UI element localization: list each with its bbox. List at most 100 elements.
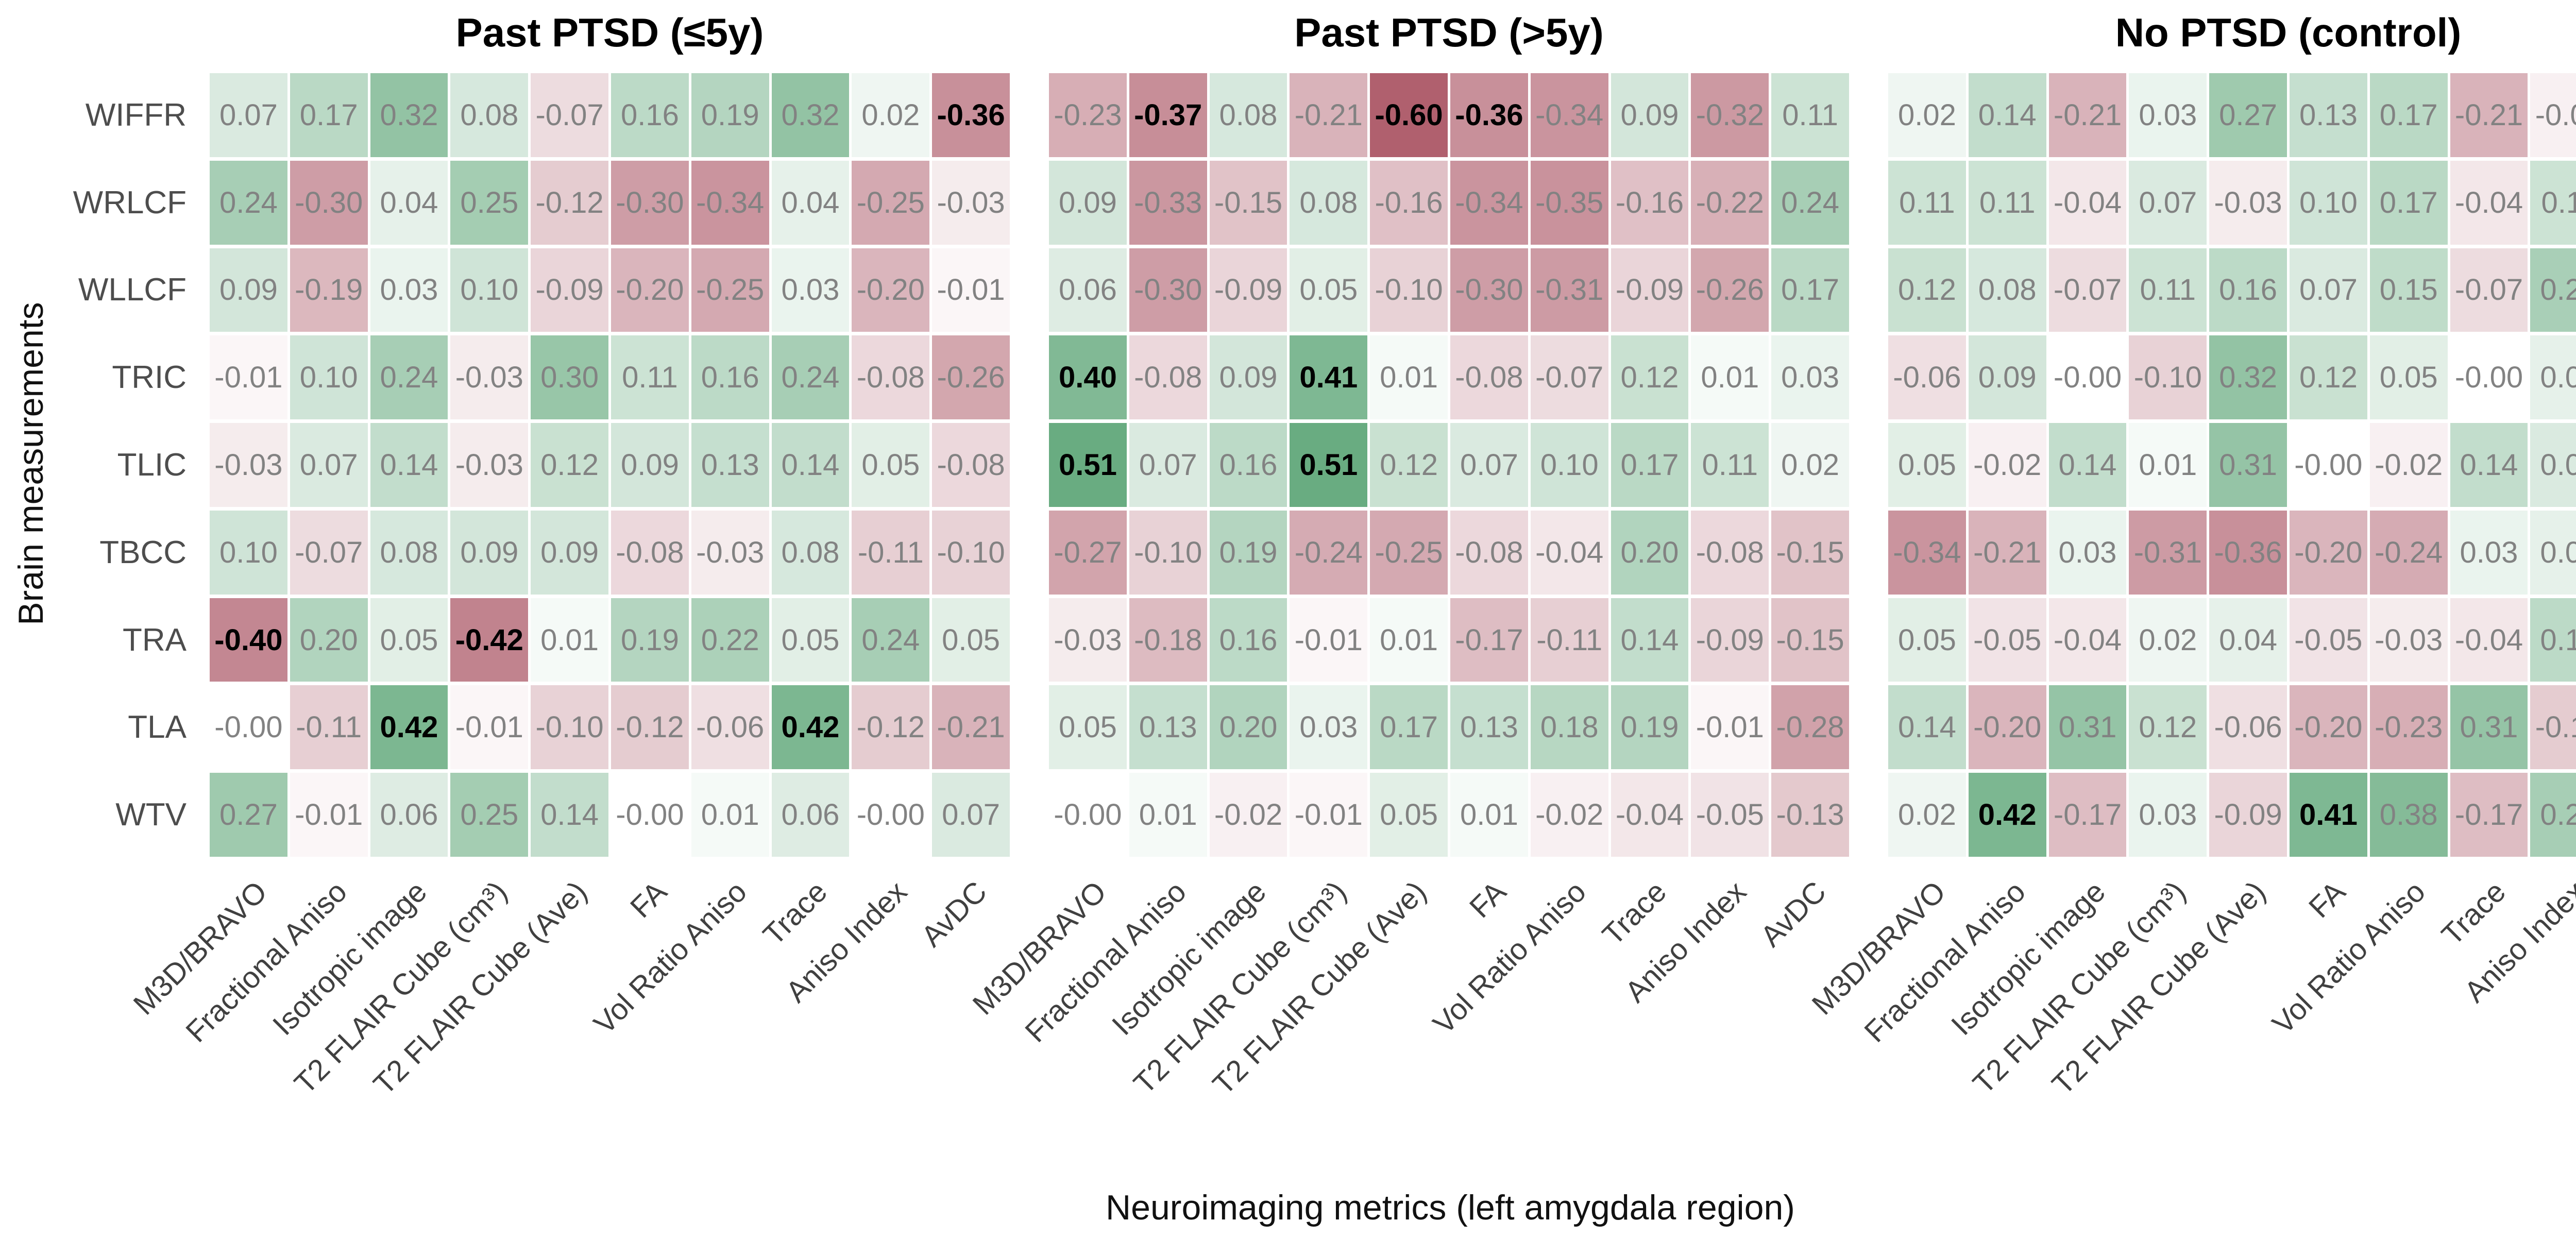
heatmap-cell: 0.20 [1209,685,1287,770]
heatmap-cell: 0.11 [1771,73,1849,157]
heatmap-grid: 0.020.14-0.210.030.270.130.17-0.21-0.02-… [1888,73,2576,857]
heatmap-cell: -0.20 [852,248,930,332]
heatmap-cell: -0.01 [1290,773,1368,857]
heatmap-cell: -0.11 [290,685,368,770]
heatmap-cell: 0.10 [1530,423,1608,507]
heatmap-cell: 0.16 [691,335,769,420]
heatmap-cell: 0.19 [611,598,689,682]
heatmap-cell: 0.17 [290,73,368,157]
row-label: TRA [123,622,187,658]
heatmap-cell: -0.36 [2209,510,2287,595]
heatmap-cell: -0.00 [2450,335,2528,420]
heatmap-cell: 0.42 [771,685,850,770]
heatmap-cell: -0.12 [531,160,608,245]
heatmap-cell: -0.04 [1530,510,1608,595]
heatmap-cell: -0.35 [1530,160,1608,245]
heatmap-cell: 0.02 [1888,773,1966,857]
heatmap-cell: 0.16 [611,73,689,157]
heatmap-cell: 0.30 [531,335,608,420]
heatmap-cell: 0.24 [1771,160,1849,245]
heatmap-cell: 0.24 [210,160,287,245]
heatmap-cell: -0.02 [1209,773,1287,857]
heatmap-cell: 0.03 [2129,73,2207,157]
heatmap-cell: -0.03 [1049,598,1127,682]
heatmap-cell: 0.38 [2369,773,2448,857]
heatmap-cell: 0.01 [1370,598,1448,682]
heatmap-cell: -0.01 [290,773,368,857]
heatmap-cell: 0.14 [370,423,448,507]
heatmap-cell: -0.01 [1290,598,1368,682]
heatmap-cell: -0.12 [611,685,689,770]
x-axis-title: Neuroimaging metrics (left amygdala regi… [1106,1188,1795,1227]
heatmap-cell: 0.03 [2450,510,2528,595]
heatmap-cell: 0.32 [2209,335,2287,420]
heatmap-cell: 0.05 [1370,773,1448,857]
heatmap-cell: -0.09 [531,248,608,332]
heatmap-cell: 0.14 [1888,685,1966,770]
heatmap-cell: 0.07 [2290,248,2367,332]
heatmap-cell: 0.25 [450,773,529,857]
heatmap-cell: 0.14 [1611,598,1689,682]
heatmap-cell: 0.12 [1888,248,1966,332]
heatmap-cell: -0.33 [1129,160,1207,245]
heatmap-cell: 0.03 [771,248,850,332]
col-label: Trace [2435,875,2512,952]
heatmap-cell: 0.11 [1691,423,1769,507]
heatmap-cell: 0.06 [771,773,850,857]
heatmap-cell: 0.31 [2048,685,2127,770]
col-label: Trace [756,875,834,952]
heatmap-cell: -0.16 [1611,160,1689,245]
heatmap-cell: -0.04 [2450,598,2528,682]
heatmap-cell: -0.10 [2129,335,2207,420]
heatmap-cell: -0.08 [611,510,689,595]
heatmap-cell: 0.05 [2369,335,2448,420]
heatmap-cell: 0.11 [2530,160,2576,245]
heatmap-cell: -0.12 [2530,685,2576,770]
heatmap-cell: -0.23 [2369,685,2448,770]
heatmap-cell: -0.08 [1129,335,1207,420]
heatmap-cell: 0.19 [1611,685,1689,770]
heatmap-cell: -0.07 [1530,335,1608,420]
heatmap-cell: -0.10 [531,685,608,770]
heatmap-cell: 0.12 [1370,423,1448,507]
heatmap-cell: -0.03 [210,423,287,507]
heatmap-cell: 0.07 [932,773,1010,857]
heatmap-cell: 0.07 [2530,423,2576,507]
heatmap-cell: 0.14 [2450,423,2528,507]
heatmap-cell: 0.09 [450,510,529,595]
heatmap-cell: 0.06 [1049,248,1127,332]
heatmap-cell: -0.06 [1888,335,1966,420]
heatmap-cell: 0.24 [2530,773,2576,857]
heatmap-cell: 0.16 [1209,598,1287,682]
heatmap-cell: -0.16 [1370,160,1448,245]
heatmap-cell: -0.40 [210,598,287,682]
heatmap-cell: -0.24 [1290,510,1368,595]
heatmap-cell: -0.11 [1530,598,1608,682]
col-label: FA [1463,875,1513,925]
col-label: Trace [1596,875,1673,952]
heatmap-cell: -0.00 [2290,423,2367,507]
heatmap-cell: -0.27 [1049,510,1127,595]
heatmap-cell: -0.07 [2450,248,2528,332]
heatmap-cell: 0.24 [852,598,930,682]
col-label: AvDC [914,875,994,954]
heatmap-cell: 0.11 [1888,160,1966,245]
heatmap-cell: 0.08 [1209,73,1287,157]
heatmap-cell: -0.11 [852,510,930,595]
heatmap-cell: 0.07 [1450,423,1528,507]
heatmap-cell: -0.30 [611,160,689,245]
heatmap-cell: -0.04 [1611,773,1689,857]
heatmap-cell: 0.09 [1611,73,1689,157]
heatmap-cell: -0.10 [1370,248,1448,332]
heatmap-cell: -0.06 [2209,685,2287,770]
heatmap-cell: -0.01 [450,685,529,770]
heatmap-cell: -0.18 [1129,598,1207,682]
row-label: TRIC [112,360,187,396]
heatmap-cell: 0.17 [1611,423,1689,507]
heatmap-cell: -0.06 [691,685,769,770]
heatmap-cell: 0.14 [2048,423,2127,507]
heatmap-cell: -0.03 [932,160,1010,245]
heatmap-cell: 0.27 [210,773,287,857]
heatmap-cell: -0.36 [1450,73,1528,157]
heatmap-cell: 0.10 [210,510,287,595]
